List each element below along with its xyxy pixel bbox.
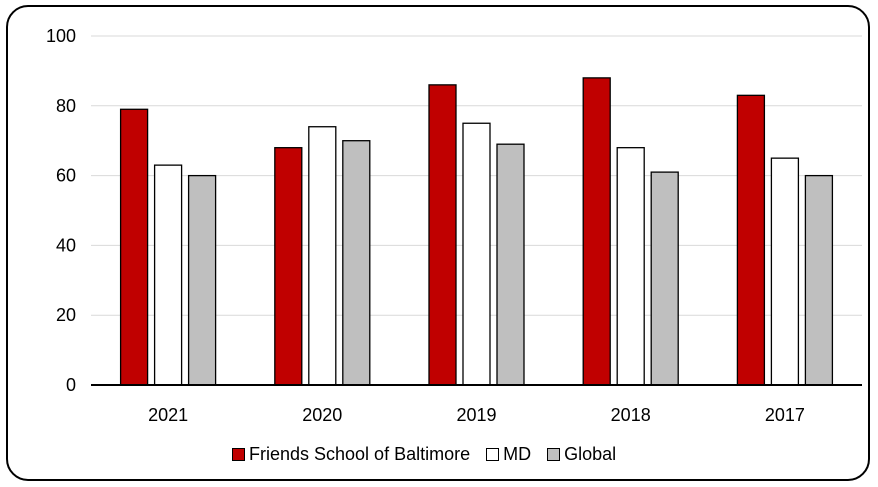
bar <box>582 77 611 386</box>
bar <box>428 84 457 386</box>
x-tick-label: 2021 <box>148 405 188 425</box>
bar <box>770 157 800 386</box>
legend-label-friends: Friends School of Baltimore <box>249 443 471 464</box>
y-tick-label: 100 <box>46 26 76 46</box>
x-tick-label: 2020 <box>302 405 342 425</box>
legend-label-global: Global <box>564 443 617 464</box>
bar <box>736 94 766 386</box>
bar <box>308 126 337 386</box>
legend-item-friends: Friends School of Baltimore <box>232 444 470 465</box>
bar <box>650 171 679 386</box>
legend: Friends School of Baltimore MD Global <box>232 442 632 466</box>
bar <box>804 174 834 386</box>
legend-swatch-md <box>486 447 500 461</box>
y-tick-label: 60 <box>56 166 76 186</box>
legend-swatch-global <box>547 447 561 461</box>
legend-item-md: MD <box>486 444 531 465</box>
legend-item-global: Global <box>547 444 616 465</box>
legend-label-md: MD <box>503 443 532 464</box>
x-tick-label: 2017 <box>765 405 805 425</box>
bar <box>187 174 217 386</box>
legend-swatch-friends <box>232 447 245 461</box>
bar <box>616 147 645 386</box>
y-tick-label: 40 <box>56 235 76 255</box>
bar <box>274 147 303 386</box>
y-tick-label: 0 <box>66 375 76 395</box>
bar <box>342 140 371 386</box>
y-tick-label: 80 <box>56 96 76 116</box>
x-tick-label: 2019 <box>456 405 496 425</box>
y-tick-label: 20 <box>56 305 76 325</box>
bar <box>462 122 491 386</box>
x-tick-label: 2018 <box>611 405 651 425</box>
bar <box>153 164 183 386</box>
bar <box>119 108 149 386</box>
bar <box>496 143 525 386</box>
